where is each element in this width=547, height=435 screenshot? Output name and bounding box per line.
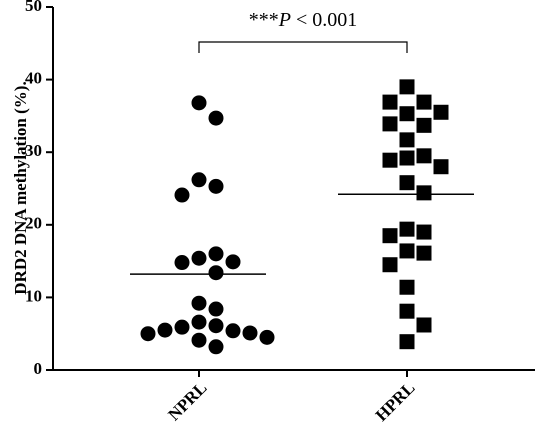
data-point xyxy=(242,325,258,341)
data-point xyxy=(208,110,224,126)
data-point xyxy=(191,172,207,188)
data-point xyxy=(208,301,224,317)
data-point xyxy=(433,104,449,120)
data-point xyxy=(174,319,190,335)
data-point xyxy=(174,255,190,271)
data-point xyxy=(399,132,415,148)
data-point xyxy=(416,317,432,333)
data-point xyxy=(399,334,415,350)
data-point xyxy=(191,314,207,330)
y-axis-label: DRD2 DNA methylation (%). xyxy=(11,81,30,294)
data-point xyxy=(157,322,173,338)
data-point xyxy=(416,245,432,261)
data-point xyxy=(382,116,398,132)
data-point xyxy=(140,326,156,342)
data-point xyxy=(225,254,241,270)
y-tick-label: 10 xyxy=(25,286,42,305)
data-point xyxy=(416,148,432,164)
data-point xyxy=(399,303,415,319)
data-point xyxy=(208,339,224,355)
p-value: < 0.001 xyxy=(291,9,357,31)
y-tick-label: 50 xyxy=(25,0,42,15)
data-point xyxy=(225,323,241,339)
data-point xyxy=(399,106,415,122)
data-point xyxy=(208,178,224,194)
data-point xyxy=(416,224,432,240)
data-point xyxy=(382,257,398,273)
significance-label: ***P < 0.001 xyxy=(249,9,358,31)
data-point xyxy=(191,332,207,348)
data-point xyxy=(191,95,207,111)
data-point xyxy=(416,117,432,133)
data-point xyxy=(433,159,449,175)
data-point xyxy=(382,94,398,110)
data-point xyxy=(399,150,415,166)
data-point xyxy=(174,187,190,203)
data-point xyxy=(208,318,224,334)
significance-bracket xyxy=(198,41,408,53)
data-point xyxy=(191,250,207,266)
data-point xyxy=(416,94,432,110)
p-symbol: P xyxy=(278,9,291,31)
data-point xyxy=(399,79,415,95)
data-point xyxy=(399,279,415,295)
data-point xyxy=(399,175,415,191)
data-point xyxy=(399,221,415,237)
y-tick-label: 30 xyxy=(25,141,42,160)
data-point xyxy=(259,329,275,345)
stars: *** xyxy=(249,9,279,31)
data-point xyxy=(416,185,432,201)
data-point xyxy=(191,295,207,311)
data-point xyxy=(382,152,398,168)
data-point xyxy=(382,228,398,244)
y-tick-label: 40 xyxy=(25,69,42,88)
data-point xyxy=(208,265,224,281)
y-tick-label: 20 xyxy=(25,214,42,233)
x-tick-label: HPRL xyxy=(372,378,419,425)
data-point xyxy=(399,243,415,259)
y-tick-label: 0 xyxy=(34,359,43,378)
data-point xyxy=(208,246,224,262)
x-tick-label: NPRL xyxy=(164,378,210,424)
